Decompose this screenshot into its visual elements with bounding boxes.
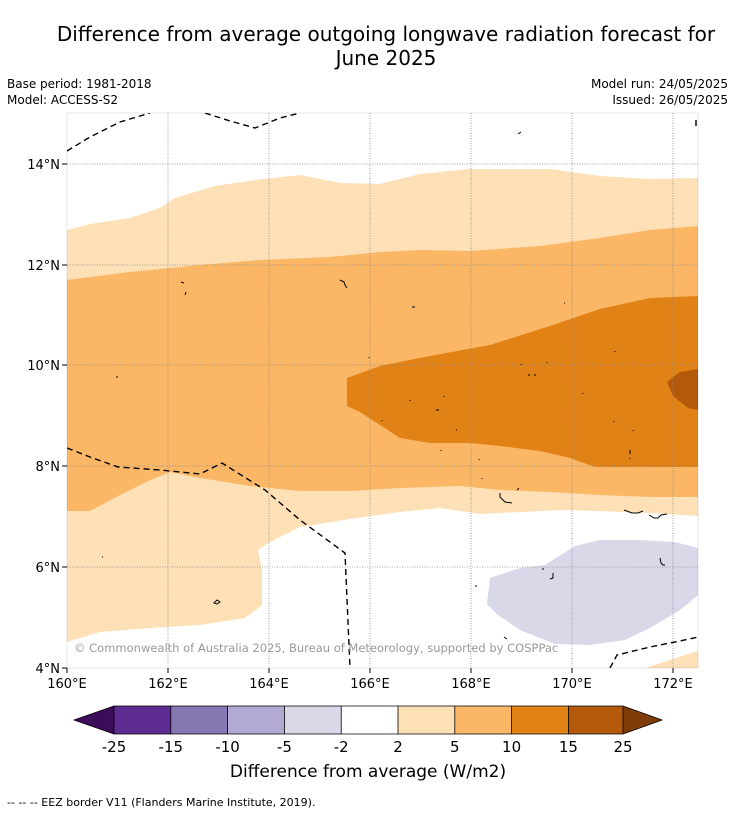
contour-neg5-to-neg2 [487, 540, 698, 645]
lat-label: 14°N [27, 158, 60, 173]
colorbar-tick: -25 [102, 738, 127, 756]
colorbar-title: Difference from average (W/m2) [229, 762, 507, 782]
lon-label: 172°E [653, 677, 693, 692]
title-line-2: June 2025 [335, 46, 437, 70]
colorbar-segment [454, 706, 512, 734]
colorbar-segment [227, 706, 285, 734]
map-title: Difference from average outgoing longwav… [0, 22, 736, 70]
issued-date: Issued: 26/05/2025 [612, 93, 728, 107]
colorbar-segment [511, 706, 569, 734]
colorbar-tick: 15 [559, 738, 578, 756]
lat-label: 4°N [36, 662, 61, 677]
colorbar-extend-high [623, 706, 662, 734]
lon-label: 164°E [249, 677, 289, 692]
colorbar-tick: -5 [277, 738, 292, 756]
map-frame [66, 112, 699, 669]
gridlines [67, 113, 698, 668]
title-line-1: Difference from average outgoing longwav… [56, 22, 716, 46]
colorbar-segment [170, 706, 228, 734]
eez-borders [67, 113, 698, 668]
base-period: Base period: 1981-2018 [7, 77, 152, 91]
axis-ticks [62, 163, 674, 673]
lon-label: 168°E [451, 677, 491, 692]
colorbar-tick: -10 [215, 738, 240, 756]
colorbar-segment [284, 706, 342, 734]
colorbar-tick: -15 [159, 738, 184, 756]
colorbar-tick: -2 [334, 738, 349, 756]
contour-10-to-15 [347, 296, 698, 467]
lat-label: 12°N [27, 259, 60, 274]
colorbar-tick: 25 [613, 738, 632, 756]
colorbar-extend-low [74, 706, 114, 734]
eez-footnote: -- -- -- EEZ border V11 (Flanders Marine… [7, 796, 316, 809]
colorbar-segment [114, 706, 171, 734]
map-plot-area: © Commonwealth of Australia 2025, Bureau… [67, 113, 698, 668]
contour-15-to-25 [667, 369, 698, 410]
colorbar-segment [568, 706, 623, 734]
lon-label: 162°E [148, 677, 188, 692]
contour-2-to-5-south [645, 651, 698, 668]
lat-label: 10°N [27, 359, 60, 374]
meta-right: Model run: 24/05/2025 Issued: 26/05/2025 [591, 76, 728, 108]
lat-label: 6°N [36, 561, 61, 576]
model-name: Model: ACCESS-S2 [7, 93, 119, 107]
copyright-text: © Commonwealth of Australia 2025, Bureau… [74, 641, 558, 655]
model-run: Model run: 24/05/2025 [590, 77, 728, 91]
lat-label: 8°N [36, 460, 61, 475]
lon-label: 170°E [552, 677, 592, 692]
colorbar-tick: 10 [502, 738, 521, 756]
colorbar: -25 -15 -10 -5 -2 2 5 10 15 25 [72, 705, 664, 756]
colorbar-segment [398, 706, 455, 734]
colorbar-tick: 5 [450, 738, 460, 756]
islands [102, 131, 668, 640]
colorbar-tick: 2 [393, 738, 403, 756]
lon-label: 166°E [350, 677, 390, 692]
meta-left: Base period: 1981-2018 Model: ACCESS-S2 [7, 76, 152, 108]
lon-label: 160°E [47, 677, 87, 692]
colorbar-segment [341, 706, 398, 734]
